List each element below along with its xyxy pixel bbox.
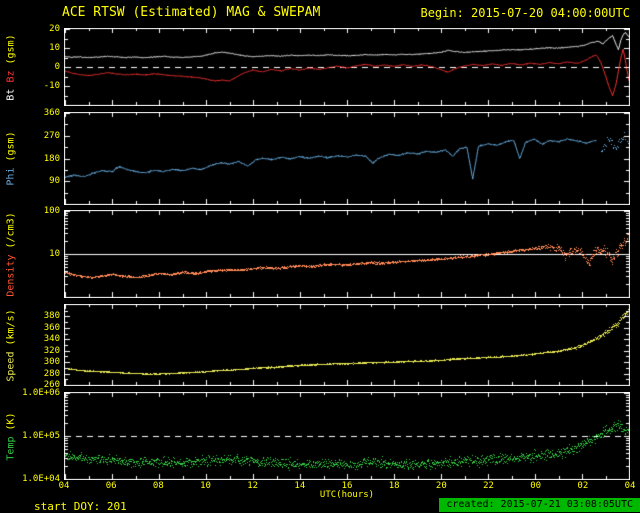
y-tick-label: 20 — [49, 24, 60, 34]
created-badge: created: 2015-07-21 03:08:05UTC — [439, 498, 640, 512]
y-tick-label: 260 — [43, 380, 60, 390]
x-axis: 04 06 08 10 12 14 16 18 20 22 00 02 04 — [0, 481, 640, 491]
panel-canvas-speed — [64, 304, 630, 386]
x-tick-label: 12 — [247, 481, 259, 491]
y-tick-label: 90 — [49, 176, 60, 187]
y-tick-label: 1.0E+04 — [22, 474, 60, 484]
y-tick-label: 270 — [43, 130, 60, 141]
y-tick-label: 180 — [43, 153, 60, 164]
y-axis-label-part: (/cm3) — [5, 211, 17, 254]
panel-temp: Temp (K) 1.0E+06 1.0E+05 1.0E+04 — [0, 388, 640, 484]
x-axis-label: UTC(hours) — [319, 490, 375, 500]
x-tick-label: 22 — [483, 481, 494, 491]
begin-timestamp: Begin: 2015-07-20 04:00:00UTC — [420, 6, 630, 20]
y-tick-label: 340 — [43, 334, 60, 345]
panel-canvas-temp — [64, 392, 630, 480]
panel-canvas-phi — [64, 112, 630, 205]
x-tick-label: 14 — [294, 481, 306, 491]
y-tick-label: 280 — [43, 368, 60, 379]
plot-title: ACE RTSW (Estimated) MAG & SWEPAM — [62, 5, 321, 20]
y-tick-label: 10 — [49, 249, 60, 259]
y-tick-label: 300 — [43, 357, 60, 368]
panel-density: Density (/cm3) 100 10 — [0, 206, 640, 298]
x-tick-label: 04 — [58, 481, 70, 491]
x-tick-label: 06 — [105, 481, 117, 491]
x-tick-label: 02 — [577, 481, 589, 491]
x-tick-label: 16 — [341, 481, 353, 491]
y-tick-label: -10 — [43, 81, 60, 91]
x-tick-label: 08 — [152, 481, 164, 491]
x-tick-label: 18 — [388, 481, 400, 491]
panel-phi: Phi (gsm) 360 270 180 90 — [0, 108, 640, 205]
y-tick-label: 1.0E+05 — [22, 431, 60, 441]
y-tick-label: 320 — [43, 345, 60, 356]
start-doy-label: start DOY: 201 — [34, 500, 127, 513]
y-tick-label: 100 — [43, 206, 60, 216]
x-tick-label: 20 — [435, 481, 447, 491]
y-tick-label: 380 — [43, 311, 60, 322]
y-tick-label: 360 — [43, 322, 60, 333]
y-tick-label: 0 — [54, 62, 60, 72]
y-axis-label-part: Density — [5, 254, 17, 297]
y-tick-label: 10 — [49, 43, 60, 53]
panel-canvas-density — [64, 210, 630, 298]
x-tick-label: 00 — [530, 481, 542, 491]
x-tick-label: 10 — [200, 481, 211, 491]
panel-speed: Speed (km/s) 380 360 340 320 300 280 260 — [0, 304, 640, 390]
panel-mag: Bt Bz (gsm) 20 10 0 -10 — [0, 24, 640, 106]
y-tick-label: 1.0E+06 — [22, 388, 60, 398]
y-tick-label: 360 — [43, 108, 60, 118]
x-tick-label: 04 — [624, 481, 636, 491]
panel-canvas-mag — [64, 28, 630, 106]
